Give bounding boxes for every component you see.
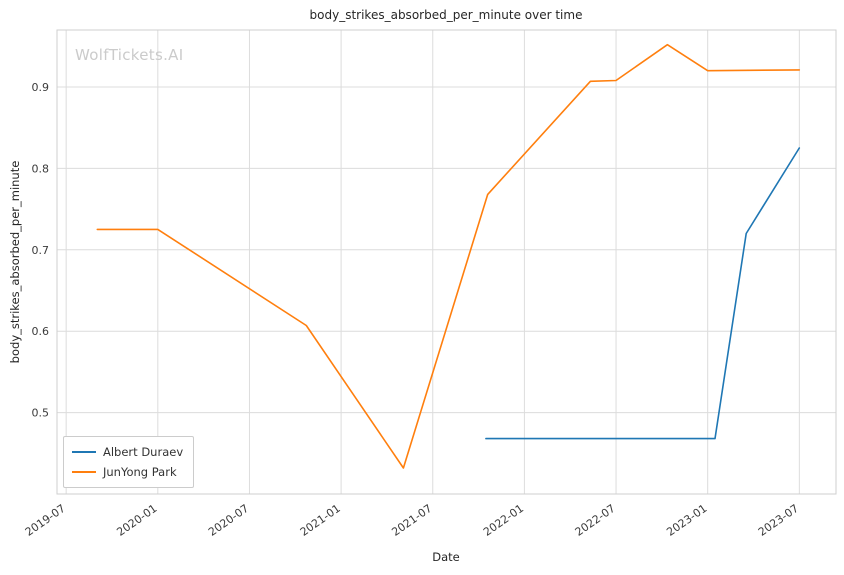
x-tick-label: 2023-07 <box>756 502 801 539</box>
plot-frame <box>56 29 837 495</box>
watermark: WolfTickets.AI <box>75 46 184 64</box>
legend-item-albert-duraev: Albert Duraev <box>72 442 183 462</box>
legend: Albert Duraev JunYong Park <box>63 436 195 488</box>
y-tick-label: 0.8 <box>32 162 50 175</box>
x-tick-label: 2021-07 <box>389 502 434 539</box>
y-tick-label: 0.6 <box>32 325 50 338</box>
legend-label: JunYong Park <box>103 465 177 479</box>
chart-title: body_strikes_absorbed_per_minute over ti… <box>309 8 583 22</box>
y-axis-label: body_strikes_absorbed_per_minute <box>8 160 22 364</box>
x-tick-label: 2019-07 <box>23 502 68 539</box>
series-line-junyong-park <box>96 43 801 469</box>
y-tick-label: 0.9 <box>32 81 50 94</box>
legend-label: Albert Duraev <box>103 445 184 459</box>
y-tick-label: 0.7 <box>32 244 50 257</box>
x-tick-label: 2020-01 <box>114 502 159 539</box>
x-tick-label: 2020-07 <box>206 502 251 539</box>
x-tick-label: 2023-01 <box>664 502 709 539</box>
x-tick-label: 2022-01 <box>481 502 526 539</box>
legend-item-junyong-park: JunYong Park <box>72 462 183 482</box>
y-tick-label: 0.5 <box>32 407 50 420</box>
legend-line-swatch-orange <box>72 471 96 473</box>
x-tick-label: 2021-01 <box>298 502 343 539</box>
x-axis-label: Date <box>432 550 460 564</box>
series-line-albert-duraev <box>485 147 801 440</box>
legend-line-swatch-blue <box>72 451 96 453</box>
x-tick-label: 2022-07 <box>573 502 618 539</box>
plot-area <box>57 30 836 494</box>
